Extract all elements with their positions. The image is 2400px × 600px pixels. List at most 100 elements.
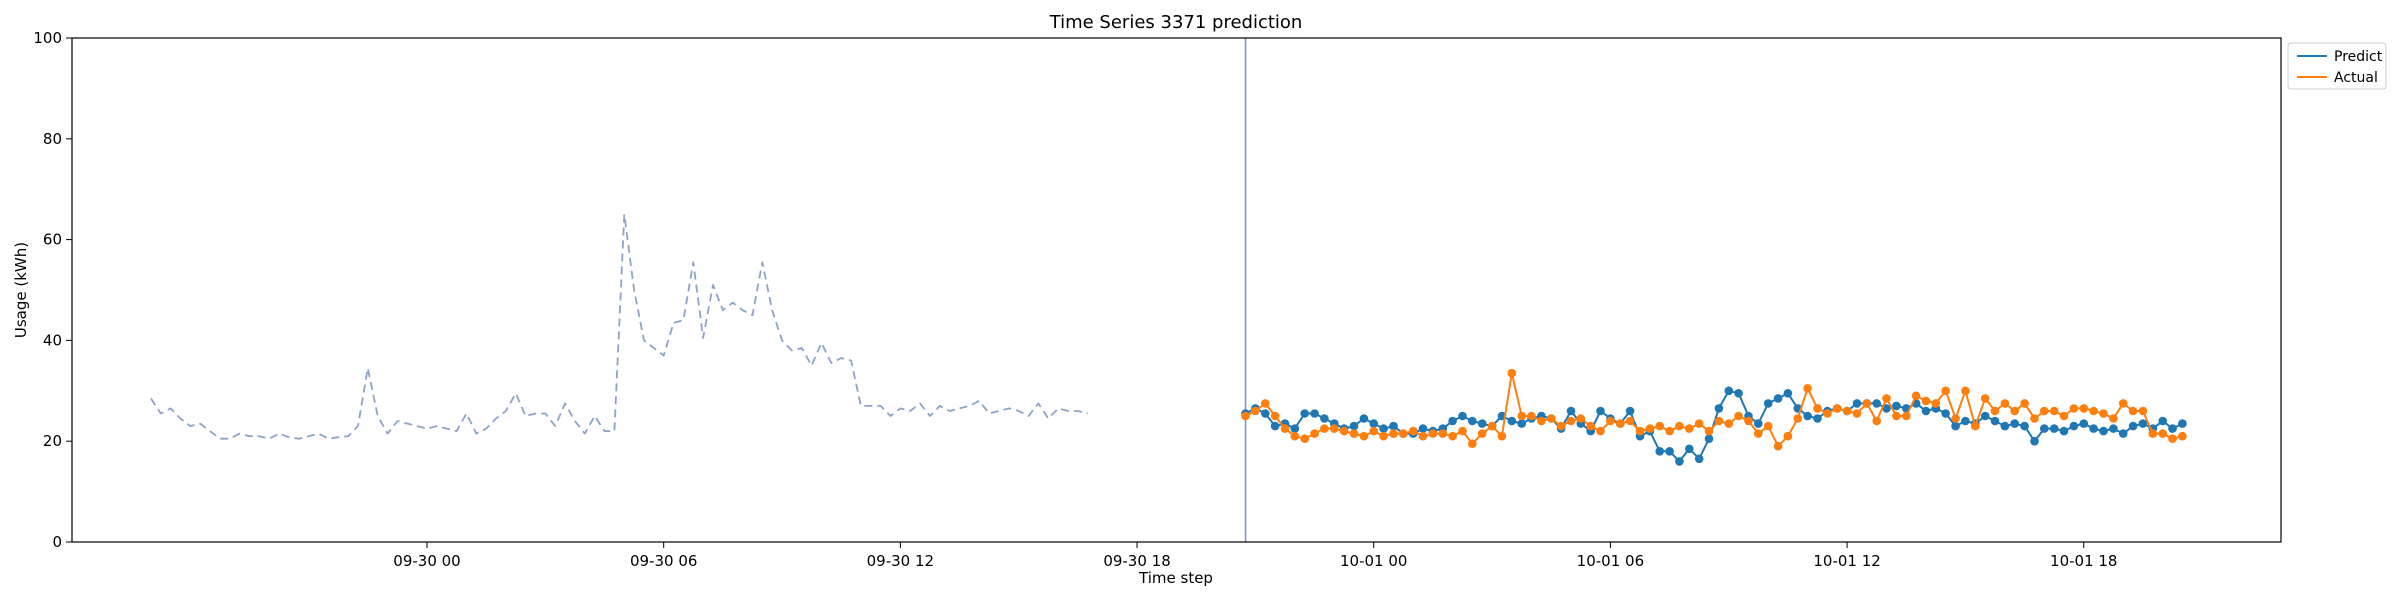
x-tick-label: 09-30 18	[1103, 552, 1170, 570]
data-point-predict	[1754, 419, 1763, 428]
x-axis-label: Time step	[1138, 569, 1213, 587]
plot-area	[150, 38, 2187, 542]
data-point-predict	[1418, 424, 1428, 433]
data-point-actual	[1675, 421, 1684, 431]
data-point-predict	[1468, 416, 1477, 426]
data-point-actual	[1773, 441, 1783, 451]
data-point-actual	[1497, 431, 1507, 441]
data-point-actual	[1310, 429, 1319, 438]
data-point-predict	[1714, 404, 1724, 413]
data-point-actual	[2168, 434, 2177, 444]
data-point-actual	[1606, 416, 1615, 426]
data-point-actual	[1951, 414, 1960, 423]
data-point-predict	[1566, 406, 1576, 416]
data-point-predict	[1261, 409, 1270, 418]
data-point-predict	[1270, 421, 1280, 431]
data-point-actual	[1458, 426, 1467, 436]
data-point-actual	[1359, 431, 1369, 441]
axes: 0 20 40 60 80 100 09-30 00 09-30 06 09-30 12 09-3…	[33, 29, 2117, 570]
data-point-actual	[2089, 406, 2098, 416]
data-point-predict	[1763, 399, 1773, 408]
data-point-actual	[1556, 421, 1566, 431]
data-point-actual	[2138, 406, 2148, 416]
data-point-predict	[1694, 454, 1704, 464]
x-tick-label: 09-30 00	[393, 552, 460, 570]
data-point-actual	[1251, 406, 1260, 416]
data-point-actual	[2118, 399, 2128, 408]
legend-label-predict: Predict	[2334, 49, 2383, 65]
data-point-actual	[1448, 431, 1457, 441]
data-point-actual	[1438, 429, 1448, 438]
x-tick-label: 09-30 06	[630, 552, 697, 570]
data-point-actual	[1724, 419, 1734, 428]
data-point-predict	[1813, 414, 1822, 423]
data-point-predict	[1872, 399, 1881, 408]
data-point-actual	[2079, 404, 2089, 413]
data-point-predict	[2059, 426, 2069, 436]
data-point-actual	[1399, 429, 1408, 438]
data-point-predict	[1941, 409, 1950, 418]
data-point-predict	[2118, 429, 2128, 438]
data-point-actual	[1290, 431, 1300, 441]
data-point-actual	[1892, 411, 1901, 421]
data-point-predict	[1369, 419, 1378, 428]
data-point-actual	[1852, 409, 1862, 418]
data-point-actual	[1941, 386, 1950, 396]
legend: Predict Actual	[2287, 42, 2387, 90]
data-point-predict	[1665, 447, 1674, 456]
data-point-predict	[2049, 424, 2059, 433]
history-line	[150, 213, 1088, 440]
data-point-actual	[1990, 406, 2000, 416]
data-point-actual	[1418, 431, 1428, 441]
data-point-predict	[2069, 421, 2079, 431]
legend-label-actual: Actual	[2334, 70, 2378, 86]
x-tick-label: 10-01 00	[1340, 552, 1407, 570]
data-point-actual	[2148, 429, 2158, 438]
data-point-actual	[1862, 399, 1872, 408]
data-point-actual	[2020, 399, 2029, 408]
data-point-actual	[1813, 404, 1822, 413]
data-point-predict	[1852, 399, 1862, 408]
data-point-actual	[1714, 416, 1724, 426]
y-tick-label: 0	[52, 533, 62, 551]
data-point-actual	[1241, 411, 1250, 421]
data-point-actual	[1931, 399, 1941, 408]
data-point-actual	[2010, 406, 2019, 416]
data-point-actual	[1694, 419, 1704, 428]
data-point-actual	[1616, 419, 1625, 428]
data-point-actual	[1842, 406, 1852, 416]
data-point-predict	[1477, 419, 1487, 428]
data-point-predict	[1961, 416, 1970, 426]
data-point-actual	[2000, 399, 2010, 408]
data-point-predict	[2099, 426, 2108, 436]
data-point-predict	[1596, 406, 1605, 416]
plot-frame	[71, 37, 2282, 543]
data-point-actual	[1428, 429, 1438, 438]
data-point-predict	[1655, 447, 1664, 456]
y-tick-label: 60	[43, 231, 62, 249]
data-point-predict	[1507, 416, 1517, 426]
data-point-actual	[2049, 406, 2059, 416]
data-point-predict	[1458, 411, 1467, 421]
data-point-predict	[2040, 424, 2049, 433]
data-point-actual	[1734, 411, 1743, 421]
data-point-predict	[1320, 414, 1329, 423]
data-point-actual	[2178, 431, 2187, 441]
chart-title: Time Series 3371 prediction	[1049, 12, 1303, 33]
data-point-actual	[2109, 414, 2118, 423]
data-point-actual	[1468, 439, 1477, 449]
x-tick-label: 10-01 06	[1577, 552, 1644, 570]
data-point-predict	[1349, 421, 1359, 431]
y-tick-label: 100	[33, 29, 62, 47]
data-point-predict	[1310, 409, 1319, 418]
data-point-actual	[1576, 414, 1586, 423]
data-point-predict	[2000, 421, 2010, 431]
data-point-predict	[1685, 444, 1694, 454]
data-point-actual	[1270, 411, 1280, 421]
data-point-predict	[2128, 421, 2138, 431]
y-tick-label: 40	[43, 331, 62, 349]
data-point-actual	[2158, 429, 2167, 438]
data-point-predict	[1389, 421, 1398, 431]
data-point-actual	[1763, 421, 1773, 431]
